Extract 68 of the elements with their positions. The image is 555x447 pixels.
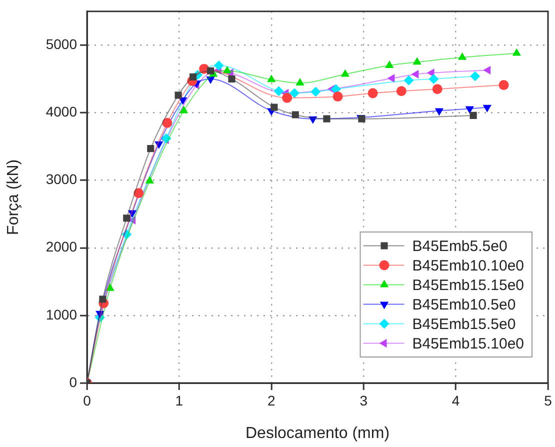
y-tick-label: 2000 [46,238,78,255]
point [289,88,300,98]
x-tick-label: 1 [175,392,184,408]
point [411,70,419,79]
point [498,80,509,90]
y-tick-label: 1000 [46,306,78,322]
x-tick-label: 4 [452,392,460,408]
y-tick-label: 0 [69,374,78,390]
legend-label: B45Emb5.5e0 [412,238,508,255]
point [432,84,442,94]
point [222,66,232,74]
point [404,75,414,86]
x-tick-label: 2 [268,392,276,408]
x-axis-title: Deslocamento (mm) [245,424,390,442]
x-tick-label: 3 [360,392,368,408]
point [323,115,330,122]
point [330,84,341,94]
x-tick-label: 5 [544,392,552,408]
point [483,66,491,75]
legend-label: B45Emb15.15e0 [412,276,524,294]
point [162,118,172,128]
point [470,71,480,82]
point [308,116,318,124]
point [470,112,477,119]
point [385,60,394,68]
point [270,104,278,111]
point [434,108,444,116]
legend-label: B45Emb10.10e0 [412,257,524,274]
point [458,52,467,60]
point [274,86,284,96]
y-axis-title: Força (kN) [5,159,22,235]
point [396,86,406,96]
point [267,74,276,82]
point [296,78,304,86]
point [512,48,521,56]
point [292,111,299,118]
legend-label: B45Emb15.10e0 [412,335,524,352]
point [368,88,378,98]
point [340,69,350,77]
point [189,73,197,80]
point [128,210,137,218]
legend-label: B45Emb15.5e0 [412,316,516,333]
point [123,214,130,222]
point [134,188,144,198]
point [214,60,224,70]
point [310,86,321,97]
legend-label: B45Emb10.5e0 [412,296,516,314]
point [99,296,106,303]
point [147,145,154,152]
point [282,92,292,103]
point [228,75,236,82]
point [207,67,214,74]
point [206,76,215,84]
y-tick-label: 5000 [46,36,78,52]
y-tick-label: 3000 [46,171,78,188]
point [174,92,182,99]
y-tick-label: 4000 [46,104,78,120]
point [179,106,188,114]
point [122,229,132,240]
point [161,133,172,144]
point [332,92,343,102]
point [482,104,492,112]
point [465,106,474,114]
point [387,74,395,83]
point [428,74,439,84]
point [412,57,422,65]
point [154,141,164,149]
x-tick-label: 0 [83,392,92,408]
